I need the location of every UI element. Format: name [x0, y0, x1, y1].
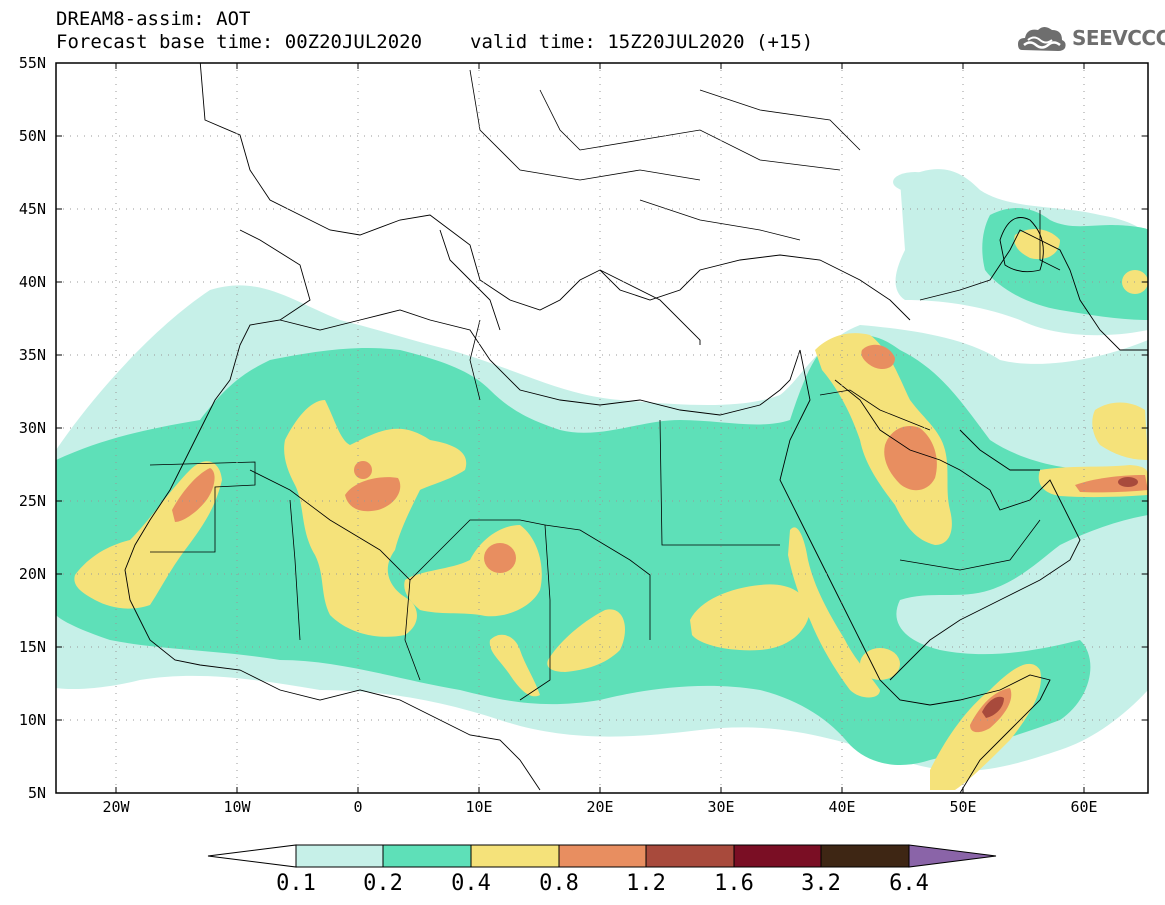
colorbar-min-arrow	[207, 844, 297, 868]
borders	[149, 69, 1061, 701]
logo-text: SEEVCCC	[1072, 26, 1165, 50]
colorbar-swatch-0-1	[295, 844, 384, 868]
colorbar-label-0-1: 0.1	[276, 871, 316, 896]
aot-contour-0-4-sudan	[690, 584, 810, 651]
coastlines	[124, 63, 1148, 793]
colorbar-swatch-3-2	[820, 844, 910, 868]
colorbar-label-0-8: 0.8	[539, 871, 579, 896]
lat-label-10n: 10N	[18, 711, 46, 729]
aot-contour-0-4-redsea	[788, 527, 880, 698]
lat-label-55n: 55N	[18, 54, 46, 72]
base-time-label: Forecast base time: 00Z20JUL2020	[56, 31, 423, 53]
lat-label-50n: 50N	[18, 127, 46, 145]
lat-label-15n: 15N	[18, 638, 46, 656]
colorbar-max-arrow	[908, 844, 997, 868]
colorbar	[207, 844, 997, 868]
forecast-times: Forecast base time: 00Z20JUL2020 valid ti…	[56, 31, 813, 53]
lon-label-40e: 40E	[828, 798, 856, 816]
lon-label-10w: 10W	[223, 798, 251, 816]
lat-label-45n: 45N	[18, 200, 46, 218]
colorbar-label-0-2: 0.2	[363, 871, 403, 896]
aot-field	[56, 63, 1148, 793]
axis-ticks	[56, 63, 1148, 793]
map-title: DREAM8-assim: AOT	[56, 8, 251, 30]
aot-contour-0-8-algeria	[345, 477, 401, 512]
lat-label-20n: 20N	[18, 565, 46, 583]
colorbar-swatch-1-6	[733, 844, 822, 868]
aot-contour-1-2-somalia	[982, 696, 1004, 718]
lat-label-5n: 5N	[27, 784, 46, 802]
lat-label-25n: 25N	[18, 492, 46, 510]
colorbar-label-1-6: 1.6	[714, 871, 754, 896]
lat-label-35n: 35N	[18, 346, 46, 364]
colorbar-label-3-2: 3.2	[801, 871, 841, 896]
aot-contour-0-4-arabia	[815, 333, 952, 545]
seevccc-logo: SEEVCCC	[1016, 22, 1165, 58]
lon-label-20e: 20E	[586, 798, 614, 816]
map-grid	[56, 63, 1148, 793]
lat-label-30n: 30N	[18, 419, 46, 437]
colorbar-label-0-4: 0.4	[451, 871, 491, 896]
aot-contour-0-8-syria	[861, 344, 895, 370]
aot-contour-0-8-westsahara	[172, 468, 215, 522]
colorbar-swatch-0-8	[558, 844, 647, 868]
aot-contour-0-4-caspian	[1014, 228, 1060, 260]
lon-label-60e: 60E	[1070, 798, 1098, 816]
aot-contour-0-4-chad	[547, 609, 625, 672]
colorbar-label-1-2: 1.2	[626, 871, 666, 896]
colorbar-label-6-4: 6.4	[889, 871, 929, 896]
aot-contour-0-4-iran	[1092, 402, 1148, 460]
lon-label-10e: 10E	[465, 798, 493, 816]
lon-label-50e: 50E	[949, 798, 977, 816]
aot-contour-0-4-algeria	[284, 400, 467, 637]
lat-label-40n: 40N	[18, 273, 46, 291]
aot-contour-0-4-mali	[489, 634, 540, 697]
lon-label-20w: 20W	[102, 798, 130, 816]
lon-label-0: 0	[353, 798, 363, 816]
lon-label-30e: 30E	[707, 798, 735, 816]
colorbar-swatch-0-4	[470, 844, 560, 868]
cloud-logo-icon	[1018, 27, 1066, 51]
valid-time-label: valid time: 15Z20JUL2020 (+15)	[470, 31, 814, 53]
colorbar-swatch-1-2	[645, 844, 735, 868]
colorbar-swatch-0-2	[382, 844, 472, 868]
